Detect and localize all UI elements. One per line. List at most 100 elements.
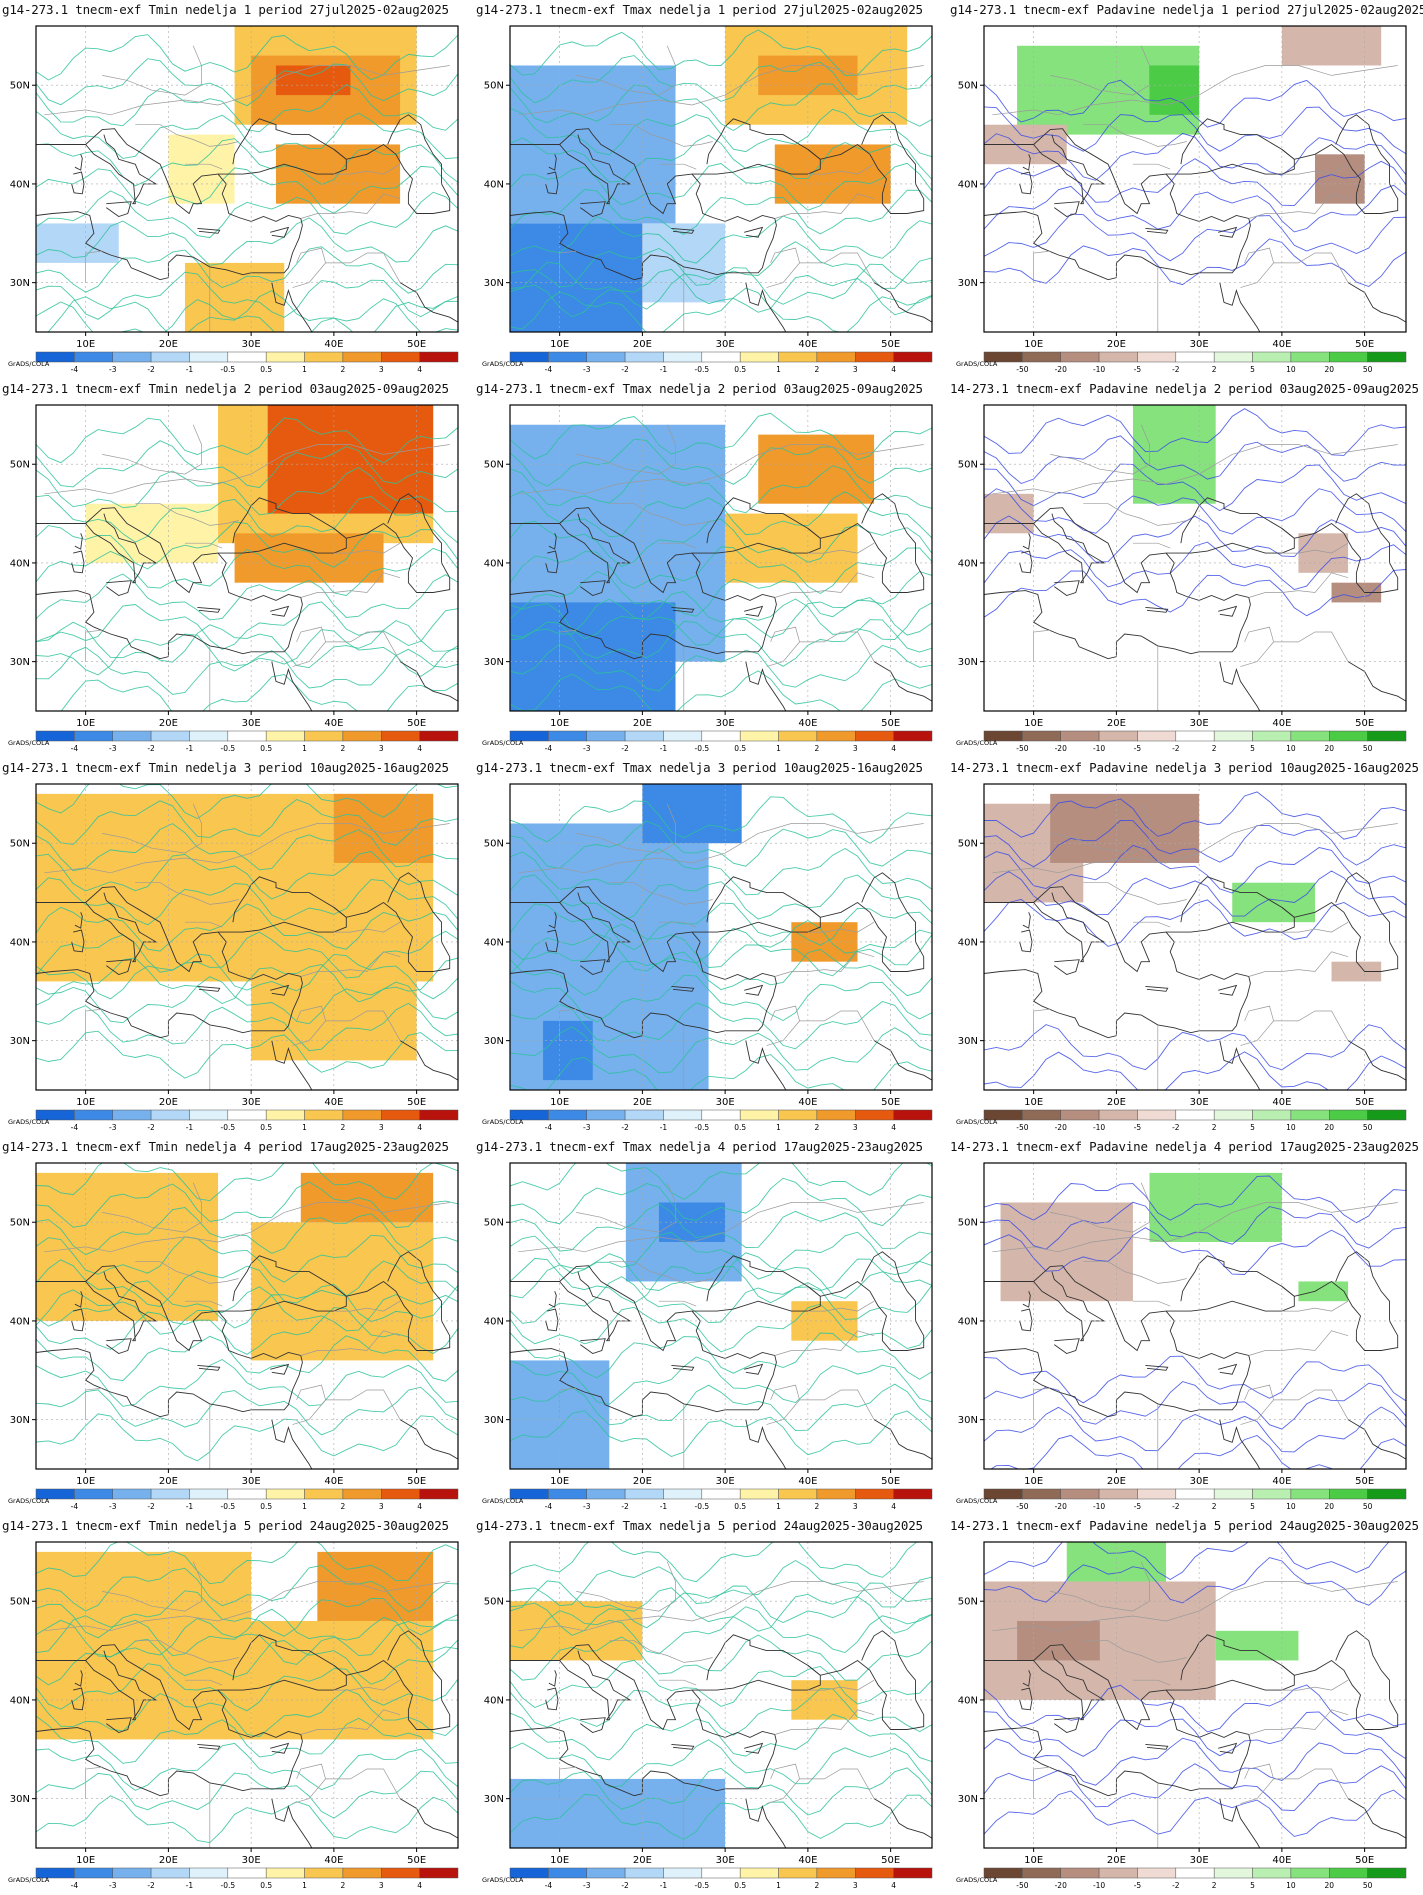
coastline xyxy=(545,1308,559,1332)
lon-label: 10E xyxy=(76,1476,95,1487)
legend-swatch xyxy=(381,730,420,742)
lat-label: 40N xyxy=(484,1316,504,1327)
coastline xyxy=(71,171,85,195)
legend-swatch xyxy=(1290,1488,1330,1500)
country-border xyxy=(992,1202,1398,1253)
map-frame xyxy=(983,1541,1407,1849)
legend-swatch xyxy=(893,351,933,363)
country-border xyxy=(135,503,239,526)
country-border xyxy=(333,921,401,933)
map-panel-precip-week-4: 14-273.1 tnecm-exf Padavine nedelja 4 pe… xyxy=(950,1137,1423,1516)
legend-swatch xyxy=(1367,1109,1407,1121)
coastline xyxy=(271,282,313,332)
coastline xyxy=(270,605,290,617)
country-border xyxy=(1050,424,1150,475)
legend-swatch xyxy=(663,1867,703,1879)
anomaly-region xyxy=(1000,1202,1133,1302)
map-frame xyxy=(509,404,933,712)
coastline xyxy=(1033,513,1106,584)
legend-swatch xyxy=(1213,730,1253,742)
lat-label: 40N xyxy=(958,937,978,948)
lat-label: 40N xyxy=(10,937,30,948)
coastline xyxy=(984,118,1295,215)
legend-label: 2 xyxy=(341,1123,346,1132)
map-frame xyxy=(35,783,459,1091)
country-border xyxy=(1248,572,1349,598)
coastline xyxy=(270,226,290,238)
legend-swatch xyxy=(778,1488,818,1500)
coastline xyxy=(1281,114,1399,214)
lat-label: 50N xyxy=(484,81,504,92)
country-border xyxy=(292,1763,326,1804)
legend-label: 4 xyxy=(891,744,896,753)
map-frame xyxy=(35,404,459,712)
country-border xyxy=(658,542,697,549)
country-border xyxy=(658,921,697,928)
legend-label: 0.5 xyxy=(734,1881,746,1890)
legend-swatch xyxy=(1175,1867,1215,1879)
lon-label: 40E xyxy=(1272,339,1291,350)
country-border xyxy=(576,45,676,96)
coastline xyxy=(106,580,132,596)
map-frame xyxy=(509,783,933,1091)
legend-label: -0.5 xyxy=(694,1502,709,1511)
coastline xyxy=(1219,282,1261,332)
country-border xyxy=(1132,1300,1171,1307)
coastline xyxy=(1145,606,1169,613)
legend-swatch xyxy=(74,1488,113,1500)
legend-swatch xyxy=(1137,351,1177,363)
country-border xyxy=(300,572,401,598)
legend-label: -1 xyxy=(660,1123,668,1132)
legend-swatch xyxy=(739,1109,779,1121)
anomaly-region xyxy=(1298,533,1349,573)
coastline xyxy=(1218,605,1238,617)
lon-label: 10E xyxy=(1024,1476,1043,1487)
coastline xyxy=(1218,984,1238,996)
coastline xyxy=(106,201,132,217)
legend-label: -50 xyxy=(1016,744,1028,753)
map-figure: 50N 40N 30N 10E 20E 30E 40E 50E -4 -3 -2 -1 -0.5 0.5 1… xyxy=(8,1541,459,1890)
legend-label: 3 xyxy=(853,1123,858,1132)
country-border xyxy=(799,252,875,283)
legend-swatch xyxy=(265,1109,305,1121)
country-border xyxy=(774,193,875,219)
coastline xyxy=(984,497,1295,594)
country-border xyxy=(766,1763,800,1804)
legend-label: 50 xyxy=(1363,1502,1373,1511)
legend-label: -3 xyxy=(583,1502,591,1511)
coastline xyxy=(74,912,83,929)
legend-label: 2 xyxy=(1212,1502,1217,1511)
lon-label: 30E xyxy=(716,1097,735,1108)
anomaly-region xyxy=(1331,582,1382,603)
legend-label: 10 xyxy=(1286,1123,1296,1132)
coastline xyxy=(1019,171,1033,195)
legend-swatch xyxy=(1213,351,1253,363)
map-panel-tmax-week-3: g14-273.1 tnecm-exf Tmax nedelja 3 perio… xyxy=(476,758,950,1137)
legend-swatch xyxy=(1290,351,1330,363)
map-frame xyxy=(509,1541,933,1849)
coastline xyxy=(873,1040,932,1081)
coastline xyxy=(333,1251,451,1351)
legend-label: 2 xyxy=(341,744,346,753)
legend-swatch xyxy=(1213,1867,1253,1879)
legend-swatch xyxy=(1290,1109,1330,1121)
country-border xyxy=(799,1768,875,1799)
lat-label: 50N xyxy=(10,1218,30,1229)
country-border xyxy=(1132,163,1171,170)
coastline xyxy=(559,892,632,963)
legend-swatch xyxy=(74,351,113,363)
legend-swatch xyxy=(227,1109,267,1121)
legend-swatch xyxy=(1367,730,1407,742)
lat-label: 50N xyxy=(10,81,30,92)
legend-label: -0.5 xyxy=(220,365,235,374)
legend-label: 0.5 xyxy=(734,365,746,374)
lon-label: 50E xyxy=(881,1855,900,1866)
legend-label: 50 xyxy=(1363,365,1373,374)
lon-label: 10E xyxy=(76,718,95,729)
lat-label: 30N xyxy=(10,1415,30,1426)
legend-swatch xyxy=(1367,351,1407,363)
legend-label: -20 xyxy=(1055,365,1067,374)
coastline xyxy=(510,118,821,215)
legend-label: 1 xyxy=(302,1123,307,1132)
legend-swatch xyxy=(227,351,267,363)
